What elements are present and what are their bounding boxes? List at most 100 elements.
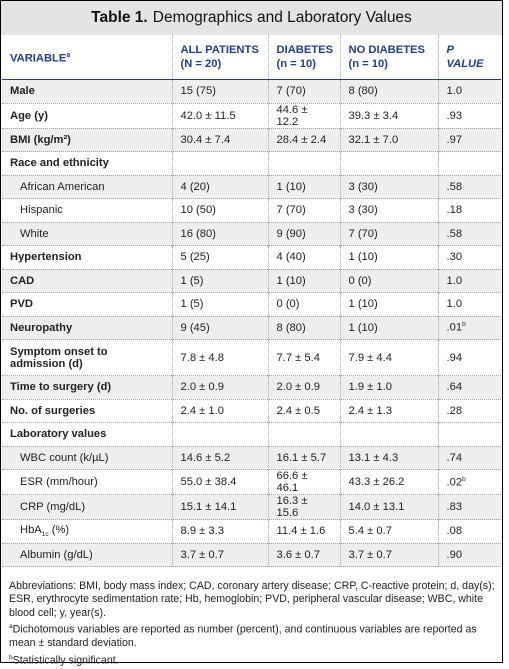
row-label: Race and ethnicity — [10, 157, 109, 170]
cell-p: .97 — [437, 128, 501, 152]
cell-nodia: 5.4 ± 0.7 — [339, 519, 438, 543]
table-row: Albumin (g/dL) 3.7 ± 0.7 3.6 ± 0.7 3.7 ± 0.… — [2, 543, 501, 567]
cell-nodia — [339, 151, 438, 175]
row-label: Time to surgery (d) — [10, 381, 112, 394]
cell-nodia: 1 (10) — [339, 292, 438, 316]
header-diabetes: DIABETES (n = 10) — [267, 35, 340, 80]
header-row: VARIABLEa ALL PATIENTS (N = 20) DIABETES(… — [2, 35, 501, 80]
table-row: Age (y) 42.0 ± 11.5 44.6 ± 12.2 39.3 ± 3.4.… — [2, 103, 501, 128]
cell-p: .58 — [437, 222, 501, 246]
cell-p: .83 — [437, 494, 501, 520]
cell-dia: 7 (70) — [267, 198, 340, 222]
cell-nodia: 2.4 ± 1.3 — [339, 399, 438, 423]
cell-p: .30 — [437, 245, 501, 269]
cell-dia: 9 (90) — [267, 222, 340, 246]
row-label: White — [20, 227, 49, 240]
cell-p: .08 — [437, 519, 501, 543]
cell-all: 5 (25) — [171, 245, 268, 269]
header-p-value: P VALUE — [437, 35, 501, 80]
cell-p: .02b — [437, 469, 501, 495]
cell-nodia: 14.0 ± 13.1 — [339, 494, 438, 520]
table-row: WBC count (k/µL) 14.6 ± 5.2 16.1 ± 5.7 13.1… — [2, 446, 501, 470]
table-row: Neuropathy 9 (45) 8 (80) 1 (10) .01b — [2, 316, 501, 340]
cell-all: 14.6 ± 5.2 — [171, 446, 268, 470]
cell-nodia: 1 (10) — [339, 245, 438, 269]
table-row: CRP (mg/dL) 15.1 ± 14.1 16.3 ± 15.6 14.0 ± … — [2, 494, 501, 520]
table-title-label: Table 1. — [91, 9, 148, 26]
row-label: Hypertension — [10, 251, 82, 264]
cell-dia — [267, 151, 340, 175]
cell-p: .01b — [437, 316, 501, 340]
cell-nodia: 0 (0) — [339, 269, 438, 293]
row-label: Symptom onset to admission (d) — [10, 345, 108, 370]
table-row: Hypertension 5 (25) 4 (40) 1 (10) .30 — [2, 245, 501, 269]
cell-nodia: 32.1 ± 7.0 — [339, 128, 438, 152]
cell-nodia: 13.1 ± 4.3 — [339, 446, 438, 470]
row-label: Neuropathy — [10, 321, 73, 334]
cell-all: 15 (75) — [171, 79, 268, 103]
cell-all — [171, 151, 268, 175]
cell-all: 1 (5) — [171, 269, 268, 293]
cell-dia: 7 (70) — [267, 79, 340, 103]
cell-dia: 1 (10) — [267, 269, 340, 293]
table-row: HbA1c (%) 8.9 ± 3.3 11.4 ± 1.6 5.4 ± 0.7.08 — [2, 519, 501, 543]
cell-all: 55.0 ± 38.4 — [171, 469, 268, 495]
cell-all: 42.0 ± 11.5 — [171, 103, 268, 128]
table-row: Time to surgery (d) 2.0 ± 0.9 2.0 ± 0.9 1.9… — [2, 375, 501, 399]
cell-nodia: 7.9 ± 4.4 — [339, 339, 438, 376]
cell-dia: 16.3 ± 15.6 — [267, 494, 340, 520]
cell-dia: 8 (80) — [267, 316, 340, 340]
table-row: Symptom onset to admission (d) 7.8 ± 4.8 7… — [2, 339, 501, 376]
cell-dia: 3.6 ± 0.7 — [267, 543, 340, 567]
header-no-diabetes: NO DIABETES (n = 10) — [339, 35, 438, 80]
table-row: White 16 (80) 9 (90) 7 (70) .58 — [2, 222, 501, 246]
cell-nodia: 1 (10) — [339, 316, 438, 340]
table-body: Male 15 (75) 7 (70) 8 (80) 1.0 Age (y) 42.0 ± … — [2, 79, 501, 567]
header-variable: VARIABLEa — [2, 35, 172, 80]
table-row: ESR (mm/hour) 55.0 ± 38.4 66.6 ± 46.1 43.3 … — [2, 469, 501, 495]
footnote-b: bStatistically significant. — [9, 653, 119, 667]
cell-nodia: 3 (30) — [339, 198, 438, 222]
cell-dia: 0 (0) — [267, 292, 340, 316]
row-label: Male — [10, 85, 35, 98]
cell-all: 7.8 ± 4.8 — [171, 339, 268, 376]
cell-dia: 1 (10) — [267, 175, 340, 199]
row-label: CAD — [10, 274, 35, 287]
table-title: Table 1. Demographics and Laboratory Val… — [1, 1, 502, 35]
cell-dia — [267, 422, 340, 446]
cell-p: .90 — [437, 543, 501, 567]
cell-all: 16 (80) — [171, 222, 268, 246]
cell-all: 2.0 ± 0.9 — [171, 375, 268, 399]
cell-nodia: 3 (30) — [339, 175, 438, 199]
row-label: Laboratory values — [10, 428, 107, 441]
table-row: CAD 1 (5) 1 (10) 0 (0) 1.0 — [2, 269, 501, 293]
cell-all: 8.9 ± 3.3 — [171, 519, 268, 543]
cell-all: 3.7 ± 0.7 — [171, 543, 268, 567]
cell-all: 30.4 ± 7.4 — [171, 128, 268, 152]
cell-dia: 11.4 ± 1.6 — [267, 519, 340, 543]
table-row: Male 15 (75) 7 (70) 8 (80) 1.0 — [2, 79, 501, 103]
row-label: CRP (mg/dL) — [20, 501, 86, 513]
row-label: Albumin (g/dL) — [20, 548, 93, 561]
table-footnotes: Abbreviations: BMI, body mass index; CAD… — [9, 580, 495, 668]
footnote-abbreviations: Abbreviations: BMI, body mass index; CAD… — [9, 580, 495, 619]
cell-all: 10 (50) — [171, 198, 268, 222]
cell-dia: 16.1 ± 5.7 — [267, 446, 340, 470]
cell-dia: 28.4 ± 2.4 — [267, 128, 340, 152]
cell-all: 2.4 ± 1.0 — [171, 399, 268, 423]
cell-p: .58 — [437, 175, 501, 199]
cell-all: 1 (5) — [171, 292, 268, 316]
cell-nodia: 43.3 ± 26.2 — [339, 469, 438, 495]
cell-dia: 2.0 ± 0.9 — [267, 375, 340, 399]
table-row: Hispanic 10 (50) 7 (70) 3 (30) .18 — [2, 198, 501, 222]
row-label: BMI (kg/m²) — [10, 133, 71, 146]
row-label: Age (y) — [10, 109, 48, 122]
cell-all: 15.1 ± 14.1 — [171, 494, 268, 520]
table-title-text: Demographics and Laboratory Values — [152, 9, 412, 26]
table-row: African American 4 (20) 1 (10) 3 (30) .58 — [2, 175, 501, 199]
cell-p — [437, 151, 501, 175]
cell-nodia: 3.7 ± 0.7 — [339, 543, 438, 567]
row-label: WBC count (k/µL) — [20, 451, 109, 464]
cell-all: 9 (45) — [171, 316, 268, 340]
